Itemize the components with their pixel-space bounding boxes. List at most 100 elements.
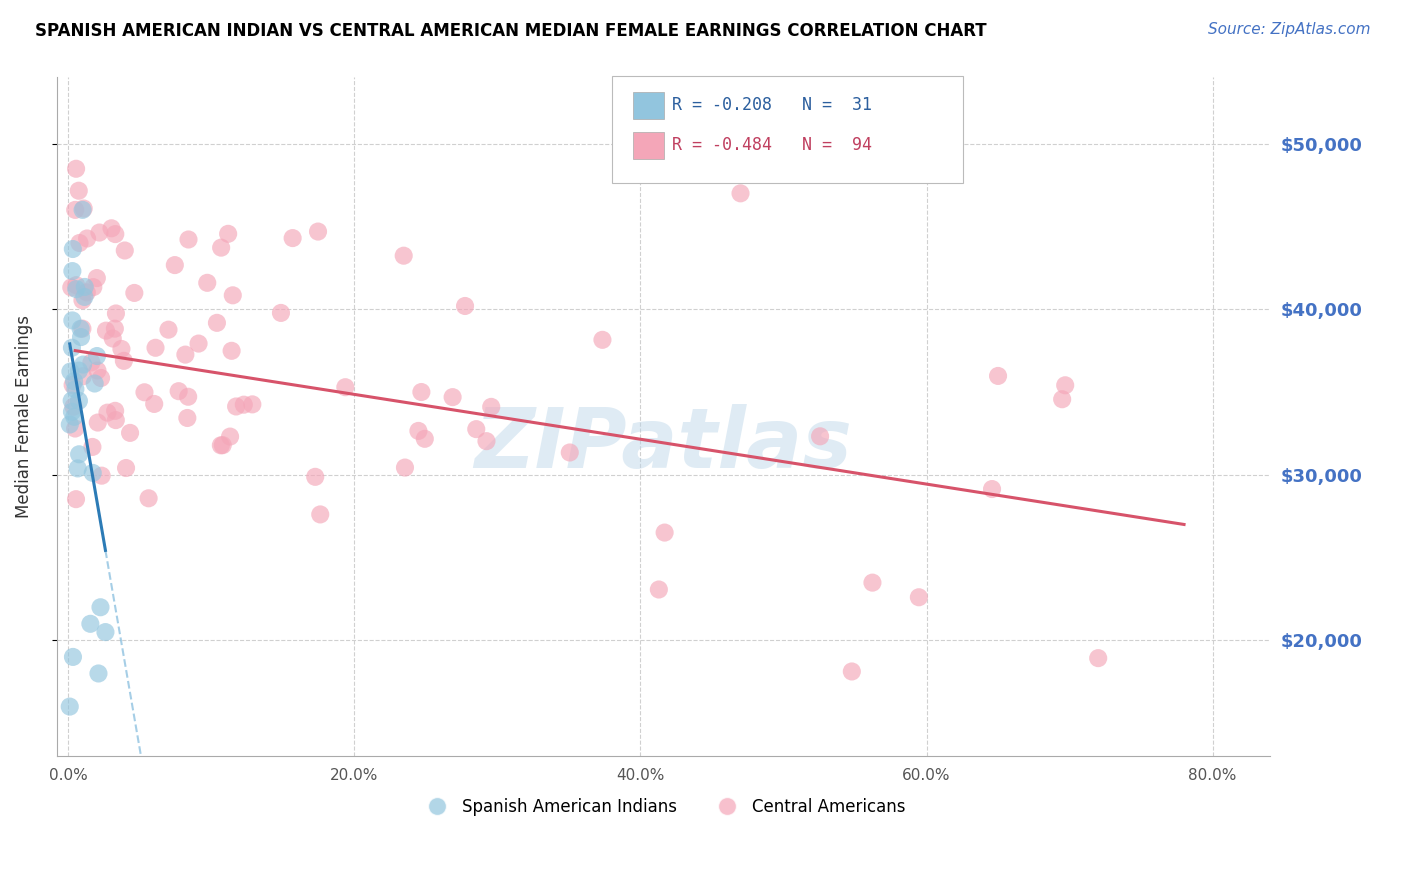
Point xyxy=(89,226,111,240)
Point xyxy=(408,424,430,438)
Point xyxy=(307,225,329,239)
Point xyxy=(730,186,752,201)
Point xyxy=(87,666,110,681)
Point xyxy=(138,491,160,506)
Point xyxy=(209,241,232,255)
Point xyxy=(72,202,94,217)
Point xyxy=(59,417,82,432)
Point xyxy=(66,461,89,475)
Point xyxy=(654,525,676,540)
Point xyxy=(62,378,84,392)
Point xyxy=(177,390,200,404)
Point xyxy=(104,413,127,427)
Point xyxy=(63,409,86,424)
Point xyxy=(1050,392,1073,407)
Point xyxy=(413,432,436,446)
Point xyxy=(67,184,90,198)
Point xyxy=(65,492,87,507)
Point xyxy=(225,400,247,414)
Point xyxy=(465,422,488,436)
Point xyxy=(82,466,104,480)
Point xyxy=(219,429,242,443)
Point xyxy=(157,323,180,337)
Point xyxy=(76,285,98,300)
Point xyxy=(62,649,84,664)
Point xyxy=(112,354,135,368)
Text: Source: ZipAtlas.com: Source: ZipAtlas.com xyxy=(1208,22,1371,37)
Point xyxy=(60,405,83,419)
Point xyxy=(90,468,112,483)
Point xyxy=(90,371,112,385)
Point xyxy=(232,398,254,412)
Point xyxy=(270,306,292,320)
Point xyxy=(87,416,110,430)
Point xyxy=(63,374,86,388)
Text: SPANISH AMERICAN INDIAN VS CENTRAL AMERICAN MEDIAN FEMALE EARNINGS CORRELATION C: SPANISH AMERICAN INDIAN VS CENTRAL AMERI… xyxy=(35,22,987,40)
Point xyxy=(209,438,232,452)
Point xyxy=(841,665,863,679)
Point xyxy=(281,231,304,245)
Point xyxy=(205,316,228,330)
Point xyxy=(908,591,931,605)
Point xyxy=(394,460,416,475)
Point xyxy=(304,470,326,484)
Point xyxy=(82,280,104,294)
Point xyxy=(104,321,127,335)
Point xyxy=(96,406,118,420)
Point xyxy=(987,368,1010,383)
Legend: Spanish American Indians, Central Americans: Spanish American Indians, Central Americ… xyxy=(413,791,912,822)
Point xyxy=(60,341,83,355)
Point xyxy=(145,341,167,355)
Y-axis label: Median Female Earnings: Median Female Earnings xyxy=(15,316,32,518)
Point xyxy=(73,280,96,294)
Point xyxy=(104,404,127,418)
Point xyxy=(114,244,136,258)
Point xyxy=(79,616,101,631)
Point xyxy=(187,336,209,351)
Point xyxy=(60,264,83,278)
Point xyxy=(73,202,96,216)
Point xyxy=(94,625,117,640)
Point xyxy=(69,322,91,336)
Point xyxy=(411,384,433,399)
Point xyxy=(82,440,104,454)
Point xyxy=(67,447,90,461)
Point xyxy=(104,306,127,320)
Point xyxy=(221,343,243,358)
Point xyxy=(862,575,884,590)
Point xyxy=(591,333,613,347)
Text: R = -0.484   N =  94: R = -0.484 N = 94 xyxy=(672,136,872,154)
Point xyxy=(72,358,94,372)
Point xyxy=(69,235,91,250)
Point xyxy=(1054,378,1077,392)
Point xyxy=(110,342,132,356)
Point xyxy=(65,282,87,296)
Point xyxy=(1087,651,1109,665)
Point xyxy=(808,429,831,443)
Point xyxy=(100,221,122,235)
Point xyxy=(65,278,87,293)
Point xyxy=(174,348,197,362)
Point xyxy=(76,231,98,245)
Point xyxy=(441,390,464,404)
Point xyxy=(176,411,198,425)
Point xyxy=(86,271,108,285)
Point xyxy=(134,385,156,400)
Point xyxy=(240,397,263,411)
Point xyxy=(479,400,502,414)
Point xyxy=(167,384,190,399)
Point xyxy=(454,299,477,313)
Point xyxy=(59,365,82,379)
Point xyxy=(981,482,1004,496)
Point xyxy=(62,242,84,256)
Point xyxy=(63,421,86,435)
Point xyxy=(60,393,83,408)
Point xyxy=(67,363,90,377)
Point xyxy=(392,249,415,263)
Point xyxy=(72,293,94,308)
Point xyxy=(60,313,83,327)
Point xyxy=(475,434,498,449)
Point xyxy=(94,324,117,338)
Point xyxy=(124,285,146,300)
Point xyxy=(72,369,94,384)
